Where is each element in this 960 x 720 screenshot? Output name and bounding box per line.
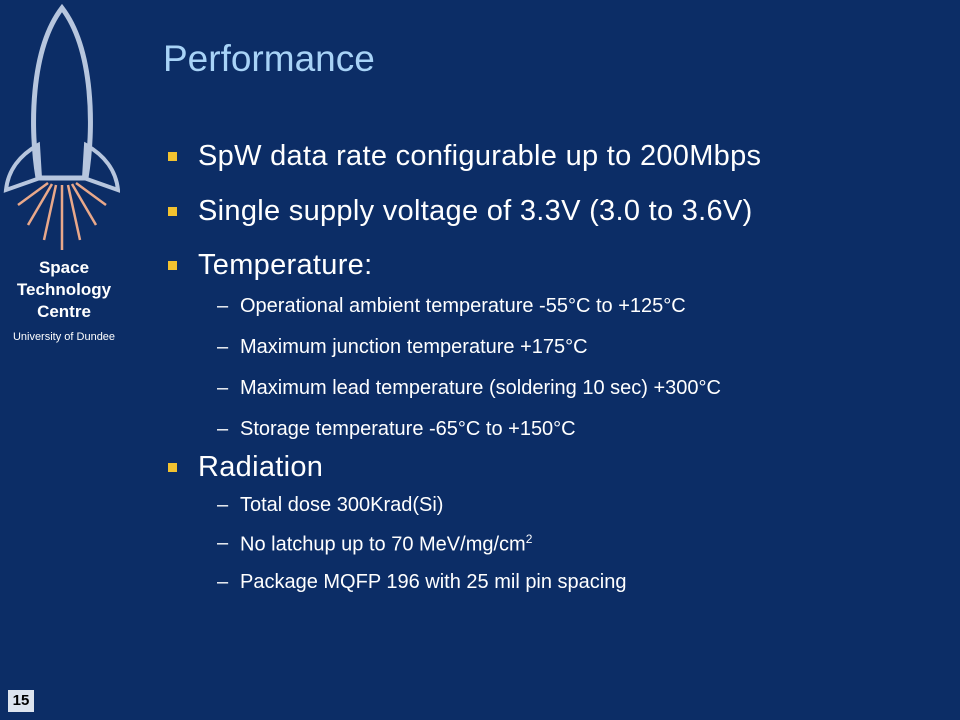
logo-line: Centre: [37, 302, 91, 321]
sub-bullet-text: No latchup up to 70 MeV/mg/cm2: [240, 532, 533, 556]
slide-number: 15: [8, 690, 34, 712]
dash: –: [217, 494, 229, 516]
superscript: 2: [525, 532, 533, 546]
logo-line: Space: [38, 258, 90, 277]
sub-bullet-text: Maximum lead temperature (soldering 10 s…: [240, 377, 721, 399]
dash: –: [217, 336, 229, 358]
sub-bullet-text: Storage temperature -65°C to +150°C: [240, 418, 576, 440]
dash: –: [217, 418, 229, 440]
sub-bullet-text: Package MQFP 196 with 25 mil pin spacing: [240, 571, 627, 593]
dash: –: [217, 377, 229, 399]
bullet-text: Radiation: [198, 451, 324, 483]
slide-title: Performance: [163, 38, 375, 79]
logo-subtitle: University of Dundee: [12, 331, 116, 343]
dash: –: [217, 295, 229, 317]
bullet-text: Temperature:: [198, 249, 373, 281]
dash: –: [217, 532, 229, 554]
bullet-text: Single supply voltage of 3.3V (3.0 to 3.…: [198, 195, 753, 227]
logo-rocket: [3, 3, 120, 250]
sub-bullet-text: Total dose 300Krad(Si): [240, 494, 444, 516]
logo-line: Technology: [16, 280, 112, 299]
dash: –: [217, 571, 229, 593]
bullet-marker: [168, 463, 177, 472]
bullet-text: SpW data rate configurable up to 200Mbps: [198, 140, 762, 172]
sub-bullet-text: Maximum junction temperature +175°C: [240, 336, 588, 358]
sub-bullet-text: Operational ambient temperature -55°C to…: [240, 295, 686, 317]
bullet-marker: [168, 152, 177, 161]
bullet-marker: [168, 207, 177, 216]
bullet-marker: [168, 261, 177, 270]
